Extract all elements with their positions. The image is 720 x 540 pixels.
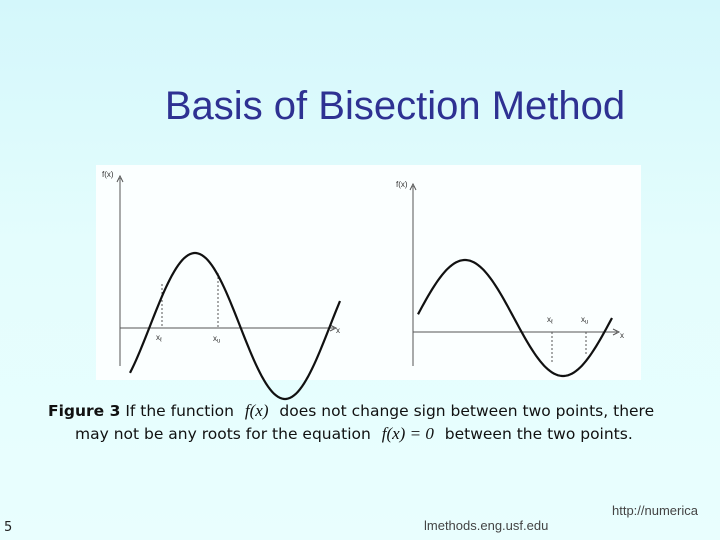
math: f(x) = 0 — [381, 423, 434, 443]
footer-url: lmethods.eng.usf.edu — [424, 518, 549, 533]
x-lower-label: xℓ — [156, 333, 162, 344]
left-plot — [116, 174, 342, 401]
x-upper-label: xu — [213, 334, 220, 345]
label-sub: u — [217, 339, 220, 345]
math: f(x) — [244, 401, 269, 420]
figure-background — [96, 165, 641, 380]
curve — [417, 258, 613, 378]
label-base: x — [581, 315, 585, 324]
x-axis-label: x — [336, 326, 340, 335]
right-plot — [409, 182, 621, 378]
slide-title: Basis of Bisection Method — [164, 84, 626, 128]
caption: Figure 3 If the function f(x) does not c… — [48, 400, 681, 445]
x-upper-label: xu — [581, 315, 588, 326]
arrow — [116, 174, 124, 183]
caption-text: If the function — [125, 402, 234, 420]
label-sub: u — [585, 320, 588, 326]
page-number: 5 — [4, 520, 13, 535]
caption-text: does not change sign between two points,… — [75, 402, 655, 443]
x-axis-label: x — [620, 331, 624, 340]
arrow — [409, 182, 417, 191]
label-sub: ℓ — [551, 319, 553, 326]
y-axis-label: f(x) — [102, 170, 114, 179]
arrow — [329, 324, 338, 332]
label-base: x — [156, 333, 160, 342]
y-axis-label: f(x) — [396, 180, 408, 189]
label-base: x — [547, 315, 551, 324]
footer-url: http://numerica — [612, 503, 698, 518]
curve — [129, 251, 342, 401]
arrow — [612, 328, 621, 336]
x-lower-label: xℓ — [547, 315, 553, 326]
figure-label: Figure 3 — [48, 402, 121, 420]
caption-text: between the two points. — [444, 424, 633, 443]
label-sub: ℓ — [160, 337, 162, 344]
label-base: x — [213, 334, 217, 343]
